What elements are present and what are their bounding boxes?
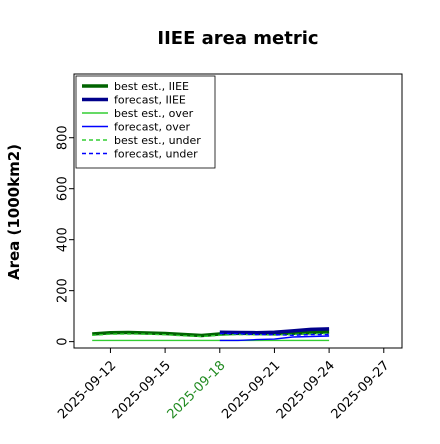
x-tick-label: 2025-09-27 (329, 358, 393, 422)
y-tick-label: 800 (56, 125, 71, 150)
series-line-4 (92, 332, 330, 338)
legend-label: best est., IIEE (114, 80, 189, 93)
y-tick-label: 600 (56, 176, 71, 201)
y-tick-label: 400 (56, 227, 71, 252)
y-tick-label: 200 (56, 278, 71, 303)
series-line-0 (92, 330, 330, 338)
chart-title: IIEE area metric (157, 28, 318, 49)
x-axis: 2025-09-122025-09-152025-09-182025-09-21… (55, 348, 393, 422)
legend-label: forecast, under (114, 148, 198, 161)
legend-label: forecast, IIEE (114, 94, 186, 107)
y-axis: 0 200 400 600 800 (56, 125, 74, 346)
legend-box (75, 75, 216, 169)
y-axis-label: Area (1000km2) (5, 144, 23, 280)
legend-label: best est., over (114, 107, 194, 120)
series-line-1 (219, 327, 330, 335)
y-tick-label: 0 (56, 337, 71, 345)
plot-frame (73, 73, 403, 349)
series-layer (92, 327, 330, 342)
series-line-5 (219, 332, 330, 336)
series-line-3 (219, 335, 330, 342)
legend-label: best est., under (114, 134, 201, 147)
legend-label: forecast, over (114, 121, 190, 134)
